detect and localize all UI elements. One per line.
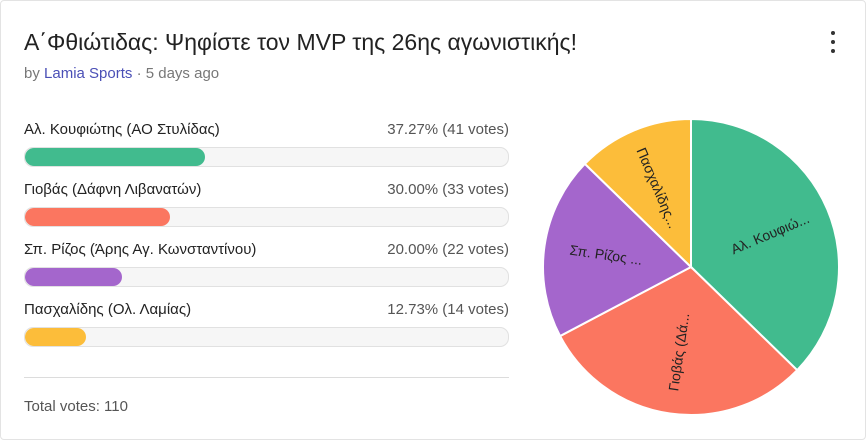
results-pie-chart: Αλ. Κουφιώ...Γιοβάς (Δά...Σπ. Ρίζος ...Π… [542, 117, 840, 416]
pie-slice[interactable] [558, 265, 799, 416]
poll-option: Πασχαλίδης (Ολ. Λαμίας) 12.73% (14 votes… [24, 301, 509, 347]
option-name: Αλ. Κουφιώτης (ΑΟ Στυλίδας) [24, 121, 220, 138]
pie-slice[interactable] [690, 117, 840, 372]
poll-title: Α΄Φθιώτιδας: Ψηφίστε τον MVP της 26ης αγ… [24, 29, 577, 55]
option-progress-bar [24, 147, 509, 167]
divider [24, 377, 509, 378]
poll-byline: by Lamia Sports · 5 days ago [24, 65, 219, 82]
option-progress-fill [25, 268, 122, 286]
author-link[interactable]: Lamia Sports [44, 65, 133, 82]
option-progress-fill [25, 328, 87, 346]
option-progress-bar [24, 267, 509, 287]
option-percent: 37.27% (41 votes) [387, 121, 509, 138]
poll-option: Αλ. Κουφιώτης (ΑΟ Στυλίδας) 37.27% (41 v… [24, 121, 509, 167]
option-name: Γιοβάς (Δάφνη Λιβανατών) [24, 181, 202, 198]
option-progress-fill [25, 208, 170, 226]
more-vertical-icon[interactable] [823, 31, 843, 53]
poll-time-ago: 5 days ago [145, 65, 220, 82]
total-votes: Total votes: 110 [24, 398, 128, 415]
option-progress-bar [24, 207, 509, 227]
option-name: Πασχαλίδης (Ολ. Λαμίας) [24, 301, 192, 318]
by-prefix: by [24, 65, 40, 82]
poll-option: Γιοβάς (Δάφνη Λιβανατών) 30.00% (33 vote… [24, 181, 509, 227]
option-progress-fill [25, 148, 205, 166]
option-percent: 20.00% (22 votes) [387, 241, 509, 258]
pie-slice[interactable] [583, 117, 692, 270]
option-progress-bar [24, 327, 509, 347]
option-percent: 12.73% (14 votes) [387, 301, 509, 318]
poll-option: Σπ. Ρίζος (Άρης Αγ. Κωνσταντίνου) 20.00%… [24, 241, 509, 287]
option-percent: 30.00% (33 votes) [387, 181, 509, 198]
pie-slice[interactable] [542, 162, 693, 338]
byline-separator: · [136, 65, 142, 82]
option-name: Σπ. Ρίζος (Άρης Αγ. Κωνσταντίνου) [24, 241, 257, 258]
